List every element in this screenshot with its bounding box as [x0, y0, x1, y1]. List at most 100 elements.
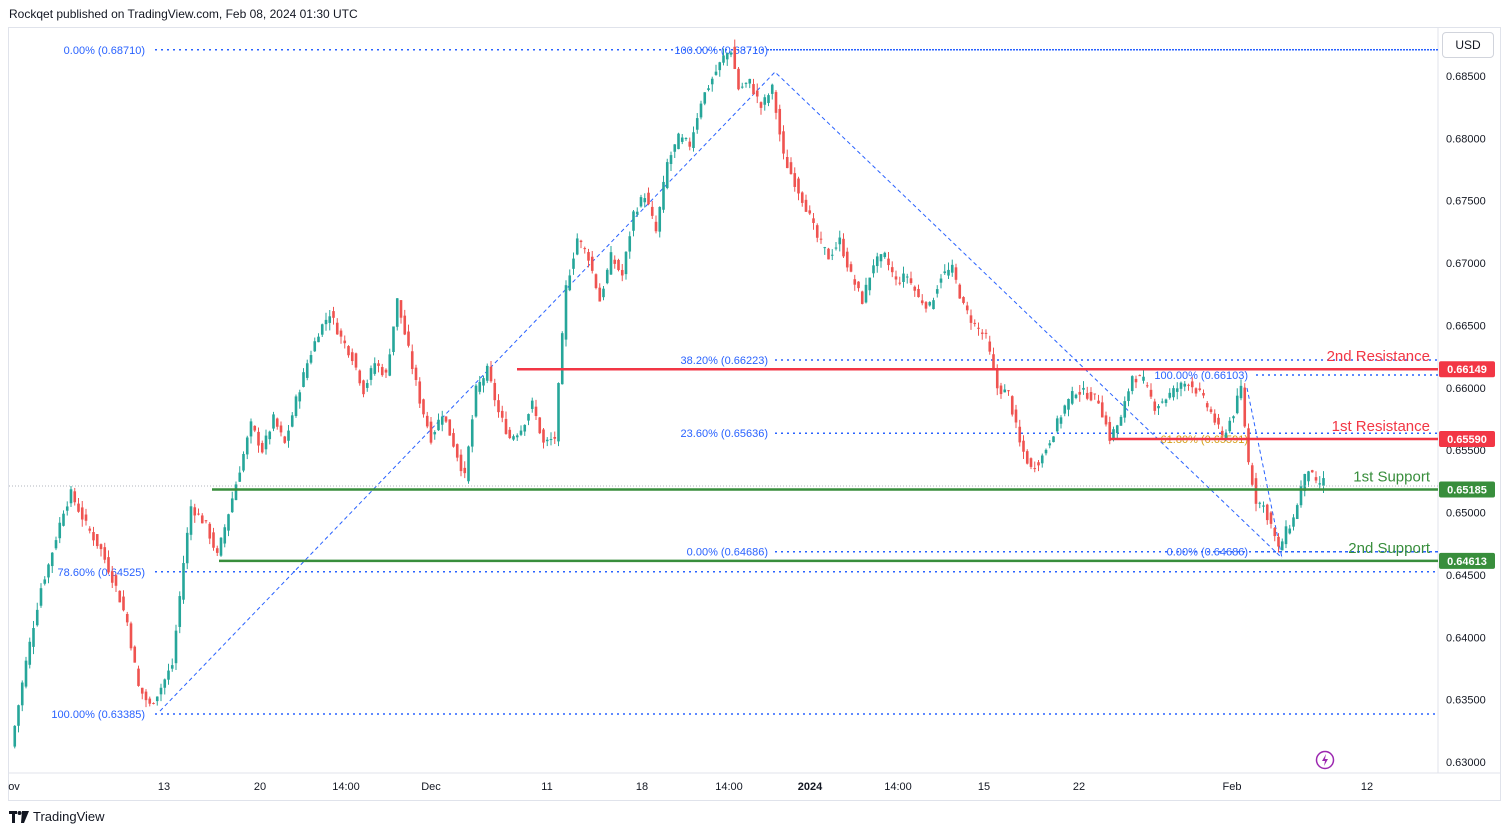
candle-body	[20, 682, 24, 706]
candle-body	[489, 366, 493, 382]
candle-body	[1232, 416, 1235, 419]
candle-body	[459, 454, 463, 472]
candle-body	[155, 696, 159, 702]
candle-body	[932, 300, 935, 310]
candle-body	[84, 514, 88, 521]
candle-body	[763, 97, 767, 105]
fib-level-label: 23.60% (0.65636)	[681, 428, 768, 440]
candle-body	[238, 472, 242, 482]
candle-body	[1310, 470, 1314, 473]
lightning-icon[interactable]	[1315, 750, 1335, 770]
publisher-attribution: Rockqet published on TradingView.com, Fe…	[9, 7, 358, 21]
y-tick-label: 0.63500	[1446, 695, 1486, 707]
candle-body	[335, 322, 339, 335]
candle-body	[140, 687, 144, 694]
candle-body	[872, 265, 875, 274]
candle-body	[1100, 402, 1104, 418]
candle-body	[65, 506, 69, 511]
fib-level-label: 78.60% (0.64525)	[58, 567, 145, 579]
candle-body	[54, 540, 58, 549]
candle-body	[28, 641, 32, 665]
candle-body	[17, 705, 20, 726]
candle-body	[512, 436, 515, 440]
candle-body	[1070, 391, 1074, 404]
candle-body	[958, 284, 962, 299]
fib-level-label: 100.00% (0.63385)	[51, 709, 145, 721]
candle-body	[1303, 473, 1307, 491]
candle-body	[264, 435, 268, 450]
candle-body	[737, 68, 740, 90]
tradingview-logo-icon	[9, 810, 29, 823]
candle-body	[808, 210, 812, 214]
candle-body	[770, 84, 774, 94]
candle-body	[557, 383, 560, 442]
candle-body	[1190, 381, 1194, 388]
candle-body	[350, 352, 354, 362]
candle-body	[414, 367, 418, 380]
candle-body	[560, 333, 564, 385]
candle-body	[313, 341, 317, 352]
candle-body	[1010, 396, 1014, 415]
candle-body	[977, 327, 980, 329]
candle-body	[710, 78, 714, 85]
candle-body	[467, 446, 470, 482]
candle-body	[437, 419, 440, 431]
candle-body	[189, 506, 193, 535]
candle-body	[455, 444, 459, 458]
candle-body	[1299, 486, 1303, 506]
currency-button[interactable]: USD	[1442, 32, 1494, 58]
x-tick-label: Dec	[421, 781, 441, 793]
candle-body	[628, 236, 632, 252]
candle-body	[95, 534, 99, 547]
candle-body	[519, 430, 523, 435]
candle-body	[1217, 417, 1220, 425]
candle-body	[159, 687, 163, 695]
candle-body	[1082, 387, 1085, 390]
candle-body	[800, 192, 804, 203]
candle-body	[684, 138, 688, 140]
candle-body	[245, 437, 249, 455]
candle-body	[463, 467, 467, 474]
candle-body	[268, 431, 272, 440]
candle-body	[478, 381, 482, 392]
candle-body	[497, 400, 500, 413]
candle-body	[613, 259, 617, 264]
candle-body	[658, 207, 662, 232]
candle-body	[1022, 440, 1025, 452]
candle-body	[857, 281, 860, 289]
candle-body	[1040, 455, 1044, 464]
price-tag-label: 0.65590	[1447, 434, 1487, 446]
candle-body	[722, 55, 725, 63]
x-tick-label: 14:00	[884, 781, 912, 793]
candle-body	[939, 278, 943, 283]
level-name-label: 1st Support	[1353, 468, 1431, 485]
candle-body	[984, 332, 988, 334]
y-tick-label: 0.66500	[1446, 320, 1486, 332]
candle-body	[219, 537, 223, 556]
candle-body	[812, 218, 815, 223]
candle-body	[898, 282, 902, 284]
candle-body	[1093, 393, 1097, 395]
candle-body	[230, 498, 234, 513]
candle-body	[418, 381, 422, 404]
candle-body	[1123, 401, 1127, 418]
fib-level-label: 100.00% (0.68710)	[674, 45, 768, 57]
candle-body	[1160, 401, 1164, 403]
candle-body	[125, 614, 129, 623]
candle-body	[77, 503, 80, 512]
candle-body	[163, 679, 167, 688]
candle-body	[242, 453, 245, 471]
candle-body	[290, 415, 294, 427]
candle-body	[909, 278, 913, 284]
candle-body	[553, 436, 557, 439]
candle-body	[302, 372, 305, 387]
candle-body	[804, 199, 808, 212]
candle-body	[152, 703, 155, 705]
candle-body	[1112, 429, 1115, 440]
candle-body	[1273, 527, 1277, 537]
candle-body	[339, 330, 343, 337]
candle-body	[950, 264, 954, 273]
candle-body	[422, 399, 425, 415]
candle-body	[1097, 400, 1100, 404]
